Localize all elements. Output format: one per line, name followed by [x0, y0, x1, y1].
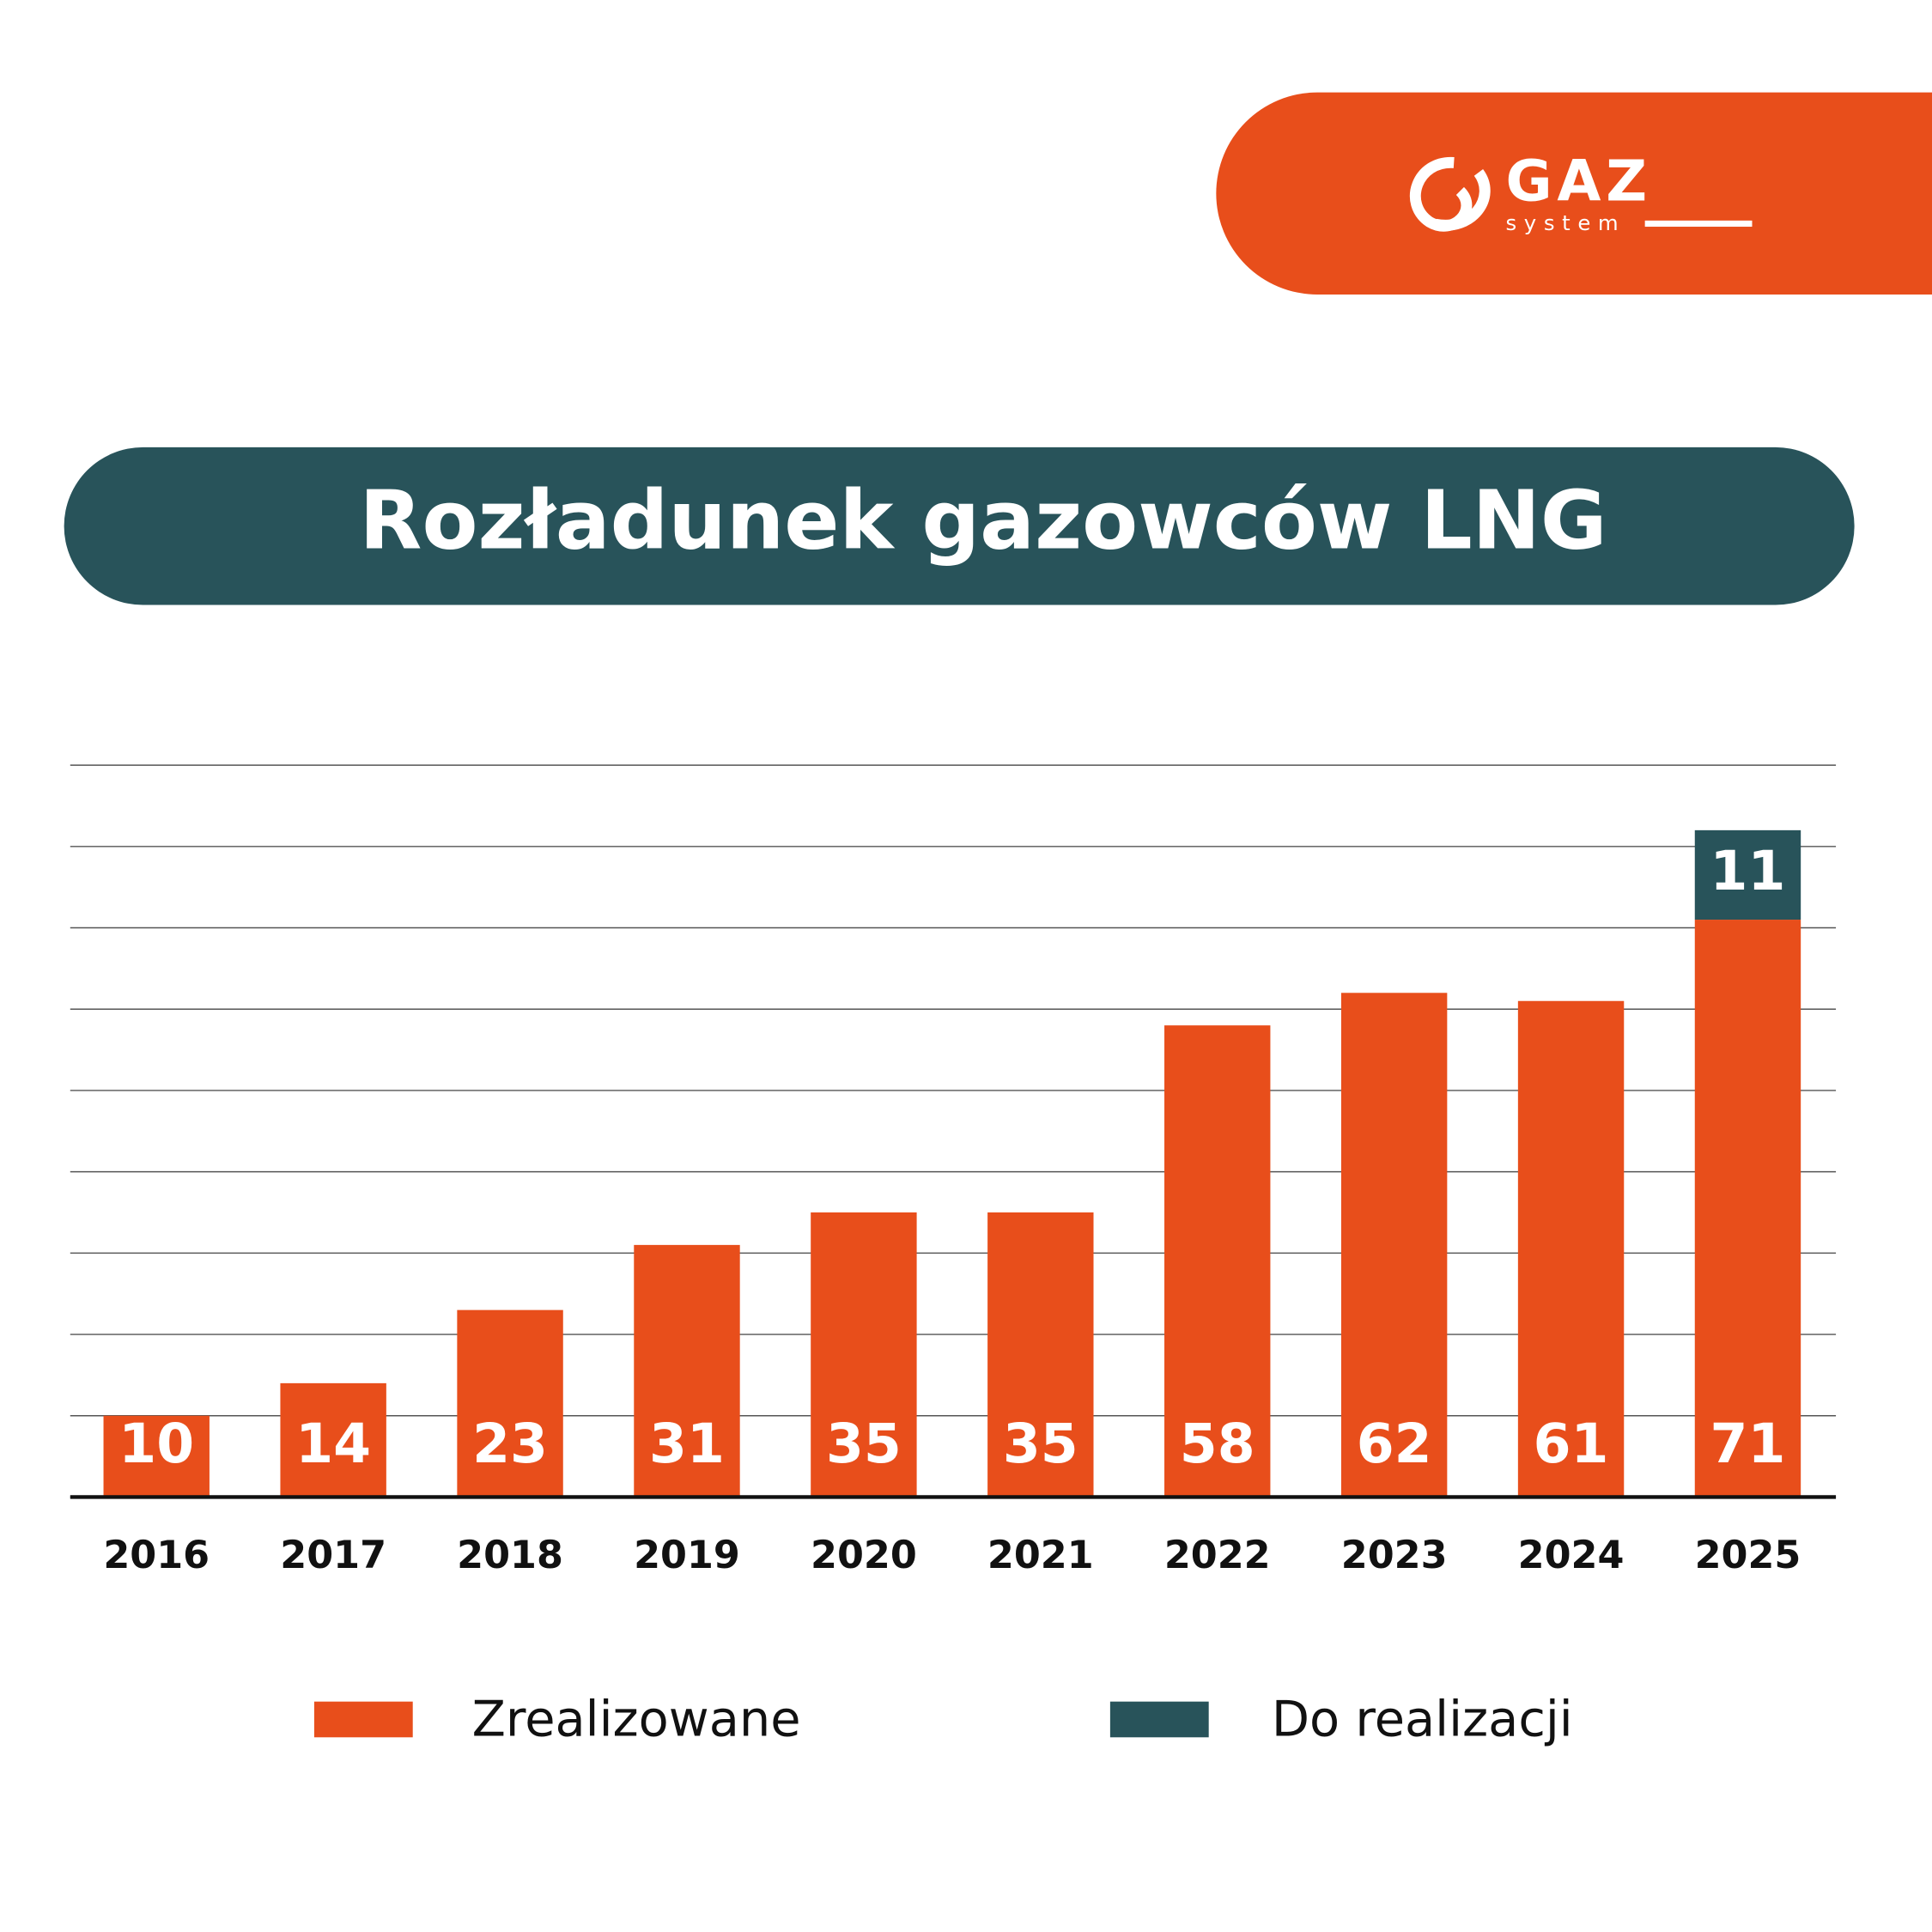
value-label: 10: [118, 1412, 194, 1475]
value-label: 35: [826, 1412, 902, 1475]
x-tick-label: 2024: [1518, 1534, 1625, 1577]
value-label: 11: [1710, 839, 1786, 902]
x-tick-label: 2020: [811, 1534, 917, 1577]
x-tick-label: 2018: [457, 1534, 563, 1577]
logo-icon: [1409, 156, 1491, 232]
x-tick-label: 2017: [280, 1534, 386, 1577]
x-tick-label: 2021: [987, 1534, 1094, 1577]
logo-rule: [1644, 220, 1753, 228]
chart-title: Rozładunek gazowców LNG: [360, 474, 1607, 568]
logo-banner: [1216, 92, 1932, 295]
bar: [1694, 920, 1801, 1498]
value-label: 71: [1710, 1412, 1786, 1475]
logo-sub: system: [1506, 210, 1626, 235]
bar: [987, 1212, 1094, 1498]
title-banner: [64, 447, 1855, 605]
x-tick-label: 2022: [1164, 1534, 1271, 1577]
x-tick-label: 2019: [634, 1534, 740, 1577]
value-label: 23: [472, 1412, 548, 1475]
bar: [280, 1382, 386, 1498]
x-tick-label: 2016: [103, 1534, 210, 1577]
legend-swatch: [313, 1701, 413, 1738]
bar: [1694, 829, 1801, 920]
bar: [1517, 1000, 1625, 1498]
logo-name: GAZ: [1506, 148, 1652, 214]
bar: [811, 1212, 917, 1498]
value-label: 58: [1180, 1412, 1255, 1475]
bar: [457, 1309, 563, 1498]
bar: [1164, 1025, 1271, 1498]
bar: [103, 1415, 210, 1498]
bar: [634, 1244, 740, 1498]
legend-swatch: [1109, 1701, 1209, 1738]
x-tick-label: 2025: [1695, 1534, 1801, 1577]
legend-label: Zrealizowane: [472, 1691, 801, 1748]
value-label: 31: [649, 1412, 725, 1475]
value-label: 62: [1357, 1412, 1432, 1475]
value-label: 14: [295, 1412, 371, 1475]
x-tick-label: 2023: [1341, 1534, 1448, 1577]
value-label: 35: [1003, 1412, 1078, 1475]
value-label: 61: [1534, 1412, 1609, 1475]
bar: [1340, 993, 1448, 1498]
legend-label: Do realizacji: [1272, 1691, 1573, 1748]
